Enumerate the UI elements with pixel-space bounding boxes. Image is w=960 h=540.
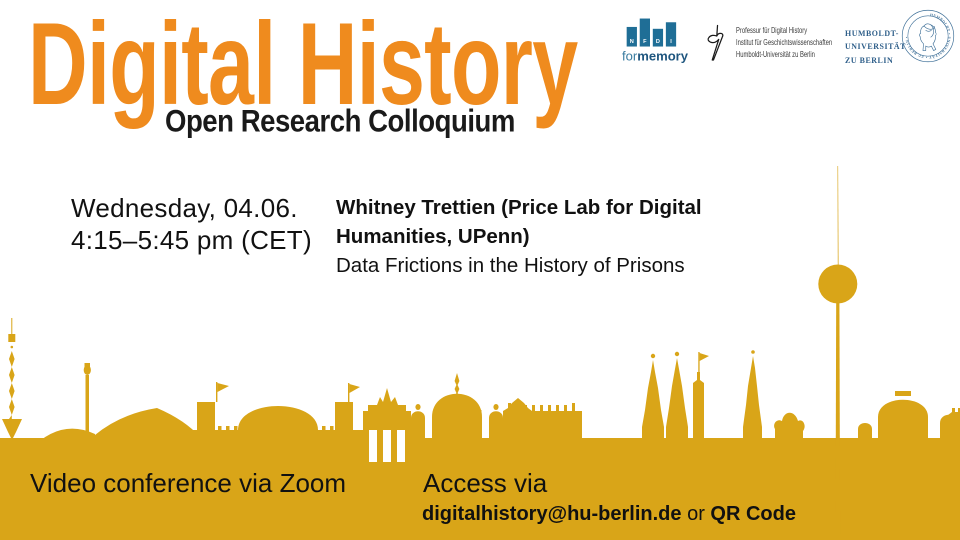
svg-text:N: N <box>630 39 634 45</box>
svg-text:D: D <box>656 39 660 45</box>
svg-text:HUMBOLDT • UNIVERSITÄT • ZU BE: HUMBOLDT • UNIVERSITÄT • ZU BERLIN • <box>905 13 951 60</box>
svg-text:F: F <box>643 39 647 45</box>
svg-text:formemory: formemory <box>622 49 689 64</box>
